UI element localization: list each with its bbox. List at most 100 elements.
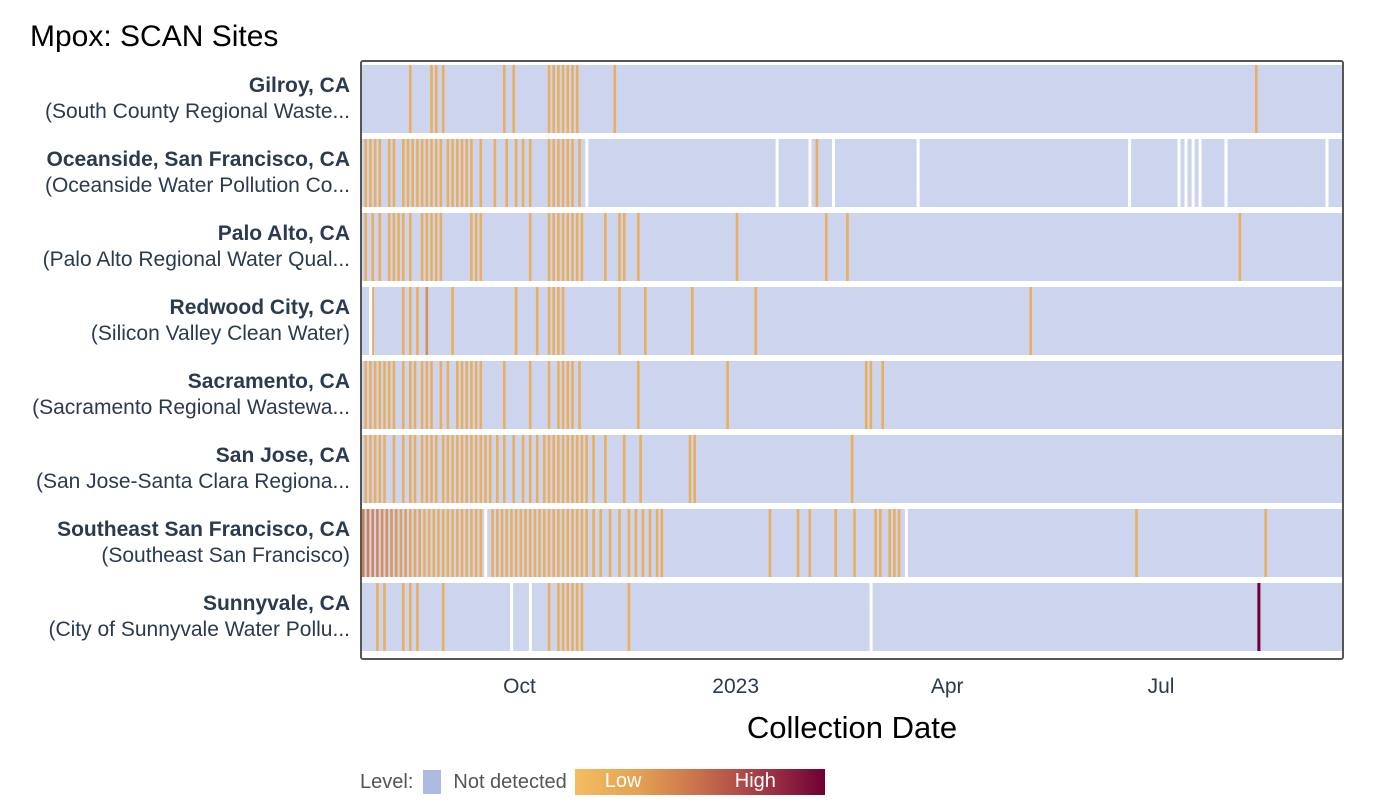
detection-cell[interactable]: [768, 509, 772, 577]
detection-cell[interactable]: [535, 287, 539, 355]
detection-cell[interactable]: [460, 361, 464, 429]
detection-cell[interactable]: [655, 509, 659, 577]
detection-cell[interactable]: [451, 139, 454, 207]
detection-cell[interactable]: [451, 287, 454, 355]
detection-cell[interactable]: [557, 287, 560, 355]
detection-cell[interactable]: [441, 65, 445, 133]
detection-cell[interactable]: [456, 361, 459, 429]
detection-cell[interactable]: [552, 139, 555, 207]
detection-cell[interactable]: [1255, 65, 1258, 133]
detection-cell[interactable]: [493, 139, 497, 207]
detection-cell[interactable]: [547, 213, 551, 281]
detection-cell[interactable]: [413, 361, 417, 429]
detection-cell[interactable]: [688, 435, 692, 503]
detection-cell[interactable]: [387, 139, 391, 207]
detection-cell[interactable]: [566, 361, 570, 429]
detection-cell[interactable]: [456, 435, 459, 503]
detection-cell[interactable]: [618, 213, 621, 281]
detection-cell[interactable]: [521, 139, 525, 207]
detection-cell[interactable]: [627, 583, 631, 651]
detection-cell[interactable]: [528, 509, 532, 577]
detection-cell[interactable]: [387, 361, 391, 429]
detection-cell[interactable]: [571, 435, 574, 503]
detection-cell[interactable]: [378, 213, 382, 281]
detection-cell[interactable]: [503, 361, 506, 429]
detection-cell[interactable]: [430, 361, 433, 429]
detection-cell[interactable]: [637, 361, 640, 429]
detection-cell[interactable]: [404, 509, 407, 577]
detection-cell[interactable]: [528, 139, 532, 207]
detection-cell[interactable]: [547, 139, 551, 207]
detection-cell[interactable]: [369, 361, 372, 429]
detection-cell[interactable]: [552, 65, 555, 133]
detection-cell[interactable]: [893, 509, 896, 577]
detection-cell[interactable]: [383, 361, 386, 429]
detection-cell[interactable]: [402, 213, 405, 281]
detection-cell[interactable]: [409, 583, 412, 651]
detection-cell[interactable]: [557, 509, 560, 577]
detection-cell[interactable]: [364, 435, 367, 503]
detection-cell[interactable]: [796, 509, 800, 577]
detection-cell[interactable]: [846, 213, 849, 281]
detection-cell[interactable]: [416, 287, 419, 355]
detection-cell[interactable]: [470, 509, 473, 577]
detection-cell[interactable]: [409, 435, 412, 503]
detection-cell[interactable]: [566, 139, 570, 207]
detection-cell[interactable]: [575, 213, 579, 281]
detection-cell[interactable]: [521, 435, 525, 503]
detection-cell[interactable]: [533, 509, 537, 577]
detection-cell[interactable]: [496, 435, 499, 503]
detection-cell[interactable]: [547, 65, 551, 133]
detection-cell[interactable]: [364, 361, 367, 429]
detection-cell[interactable]: [434, 213, 438, 281]
detection-cell[interactable]: [465, 509, 468, 577]
detection-cell[interactable]: [503, 435, 506, 503]
detection-cell[interactable]: [474, 435, 478, 503]
detection-cell[interactable]: [599, 509, 602, 577]
detection-cell[interactable]: [364, 213, 367, 281]
detection-cell[interactable]: [571, 583, 574, 651]
detection-cell[interactable]: [364, 139, 367, 207]
detection-cell[interactable]: [446, 509, 450, 577]
detection-cell[interactable]: [604, 435, 607, 503]
detection-cell[interactable]: [575, 65, 579, 133]
detection-cell[interactable]: [420, 361, 424, 429]
detection-cell[interactable]: [571, 361, 574, 429]
detection-cell[interactable]: [571, 139, 574, 207]
detection-cell[interactable]: [853, 509, 856, 577]
detection-cell[interactable]: [622, 435, 626, 503]
detection-cell[interactable]: [409, 509, 412, 577]
detection-cell[interactable]: [825, 213, 828, 281]
detection-cell[interactable]: [1257, 583, 1261, 651]
detection-cell[interactable]: [409, 213, 412, 281]
detection-cell[interactable]: [580, 583, 584, 651]
detection-cell[interactable]: [425, 435, 429, 503]
detection-cell[interactable]: [394, 509, 398, 577]
detection-cell[interactable]: [474, 361, 478, 429]
detection-cell[interactable]: [552, 213, 555, 281]
detection-cell[interactable]: [413, 509, 417, 577]
detection-cell[interactable]: [465, 435, 468, 503]
detection-cell[interactable]: [439, 361, 443, 429]
detection-cell[interactable]: [571, 65, 574, 133]
detection-cell[interactable]: [456, 509, 459, 577]
detection-cell[interactable]: [488, 435, 492, 503]
detection-cell[interactable]: [557, 435, 560, 503]
detection-cell[interactable]: [592, 435, 595, 503]
detection-cell[interactable]: [373, 435, 377, 503]
detection-cell[interactable]: [575, 509, 579, 577]
detection-cell[interactable]: [376, 509, 379, 577]
detection-cell[interactable]: [869, 361, 873, 429]
detection-cell[interactable]: [446, 361, 450, 429]
detection-cell[interactable]: [432, 509, 436, 577]
detection-cell[interactable]: [637, 213, 640, 281]
detection-cell[interactable]: [648, 509, 652, 577]
detection-cell[interactable]: [409, 361, 412, 429]
detection-cell[interactable]: [613, 65, 617, 133]
detection-cell[interactable]: [427, 509, 431, 577]
detection-cell[interactable]: [441, 435, 445, 503]
detection-cell[interactable]: [815, 139, 819, 207]
detection-cell[interactable]: [622, 213, 626, 281]
detection-cell[interactable]: [470, 361, 473, 429]
detection-cell[interactable]: [416, 139, 419, 207]
